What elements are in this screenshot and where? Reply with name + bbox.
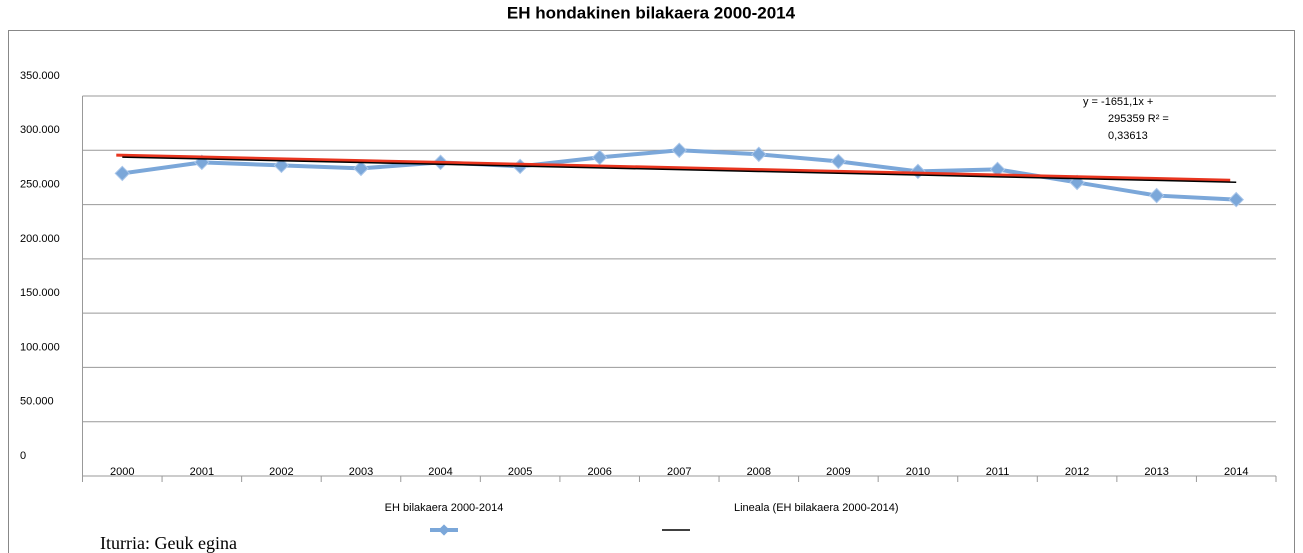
trend-line — [122, 156, 1237, 183]
x-tick-label: 2002 — [269, 466, 293, 478]
y-tick-label: 150.000 — [20, 287, 60, 299]
trend-equation: y = -1651,1x + — [1083, 96, 1153, 108]
point-marker — [989, 161, 1006, 178]
x-tick-label: 2008 — [747, 466, 771, 478]
x-tick-label: 2009 — [826, 466, 850, 478]
source-note: Iturria: Geuk egina — [100, 533, 237, 553]
x-tick-label: 2004 — [428, 466, 452, 478]
trend-equation: 0,33613 — [1108, 130, 1148, 142]
chart-title: EH hondakinen bilakaera 2000-2014 — [507, 3, 796, 22]
point-marker — [1148, 187, 1165, 204]
point-marker — [1228, 191, 1244, 208]
y-tick-label: 50.000 — [20, 396, 54, 408]
point-marker — [114, 165, 131, 182]
point-marker — [830, 153, 847, 170]
point-marker — [751, 146, 767, 163]
y-tick-label: 350.000 — [20, 70, 60, 82]
x-tick-label: 2013 — [1144, 466, 1168, 478]
chart-frame — [8, 30, 1295, 553]
y-tick-label: 0 — [20, 450, 26, 462]
x-tick-label: 2011 — [986, 466, 1010, 478]
legend-label: Lineala (EH bilakaera 2000-2014) — [734, 502, 899, 514]
trend-equation: 295359 R² = — [1108, 113, 1169, 125]
legend-marker — [438, 524, 450, 536]
y-tick-label: 300.000 — [20, 124, 60, 136]
point-marker — [591, 149, 608, 166]
legend-label: EH bilakaera 2000-2014 — [385, 502, 504, 514]
point-marker — [353, 160, 369, 177]
y-tick-label: 200.000 — [20, 233, 60, 245]
y-tick-label: 100.000 — [20, 341, 60, 353]
x-tick-label: 2010 — [906, 466, 930, 478]
x-tick-label: 2007 — [667, 466, 691, 478]
point-marker — [273, 157, 290, 174]
x-tick-label: 2012 — [1065, 466, 1089, 478]
x-tick-label: 2001 — [190, 466, 214, 478]
x-tick-label: 2003 — [349, 466, 373, 478]
x-tick-label: 2000 — [110, 466, 134, 478]
y-tick-label: 250.000 — [20, 178, 60, 190]
trend-shadow — [116, 153, 1231, 182]
point-marker — [671, 142, 688, 159]
x-tick-label: 2014 — [1224, 466, 1248, 478]
x-tick-label: 2006 — [587, 466, 611, 478]
point-marker — [910, 163, 926, 180]
x-tick-label: 2005 — [508, 466, 532, 478]
